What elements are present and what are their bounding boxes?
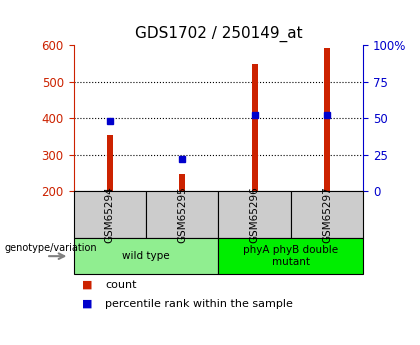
Bar — [324, 48, 330, 191]
Text: percentile rank within the sample: percentile rank within the sample — [105, 299, 293, 308]
Title: GDS1702 / 250149_at: GDS1702 / 250149_at — [134, 26, 302, 42]
Bar — [107, 135, 113, 191]
Text: wild type: wild type — [122, 251, 170, 261]
Text: count: count — [105, 280, 136, 289]
Text: genotype/variation: genotype/variation — [4, 243, 97, 253]
Bar — [179, 174, 185, 191]
Text: GSM65297: GSM65297 — [322, 186, 332, 243]
Bar — [252, 64, 257, 191]
Text: ■: ■ — [82, 280, 92, 289]
Text: GSM65296: GSM65296 — [249, 186, 260, 243]
Text: GSM65295: GSM65295 — [177, 186, 187, 243]
Text: GSM65294: GSM65294 — [105, 186, 115, 243]
Text: phyA phyB double
mutant: phyA phyB double mutant — [243, 245, 339, 267]
Text: ■: ■ — [82, 299, 92, 308]
